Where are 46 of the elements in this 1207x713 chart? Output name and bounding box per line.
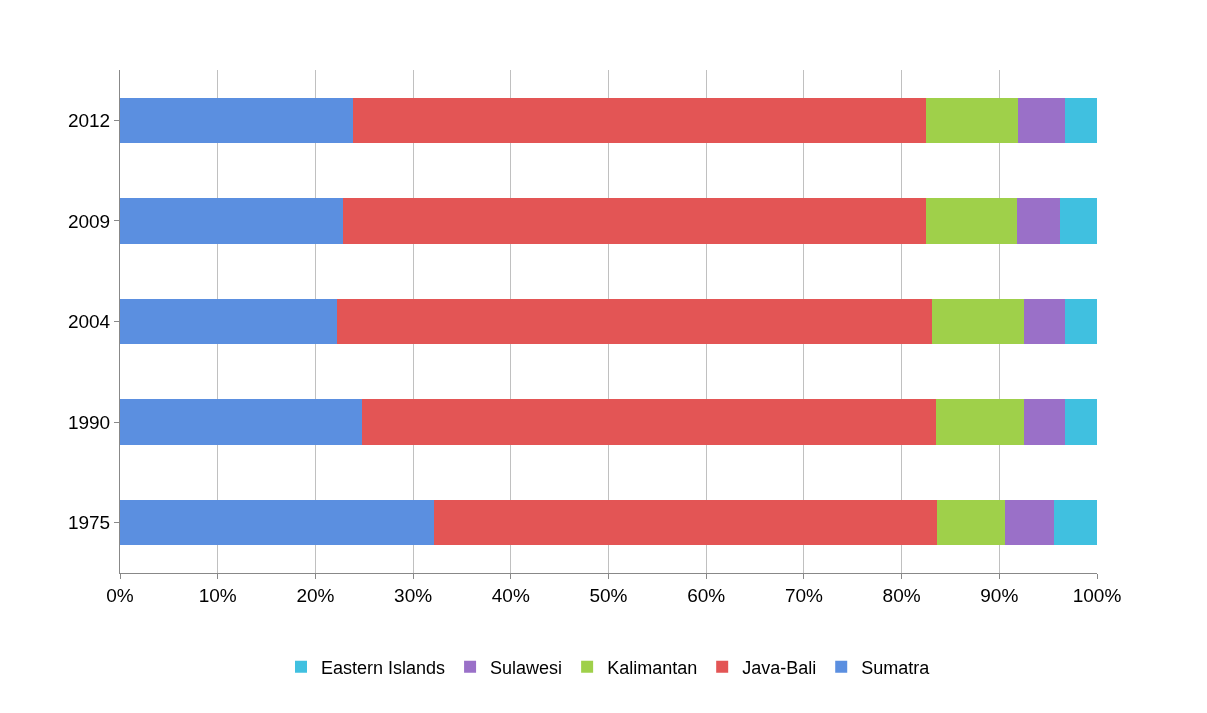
bar	[120, 298, 337, 345]
x-tick-label: 40%	[491, 584, 530, 606]
x-tick-label: 10%	[198, 584, 237, 606]
bar	[336, 298, 932, 345]
bar	[362, 399, 936, 445]
y-tick-label: 2012	[67, 109, 111, 131]
x-tick-label: 20%	[296, 584, 335, 606]
x-tick-label: 100%	[1072, 584, 1122, 606]
bar	[926, 198, 1017, 244]
bar	[433, 500, 937, 546]
legend-label: Sumatra	[861, 657, 931, 678]
bar	[1005, 500, 1055, 546]
bar	[120, 198, 343, 244]
x-tick-label: 30%	[394, 584, 433, 606]
bar	[926, 97, 1018, 143]
x-tick-label: 70%	[784, 584, 824, 606]
bar	[120, 399, 363, 445]
x-tick-label: 80%	[882, 584, 921, 606]
bar	[1017, 97, 1065, 143]
bar	[1016, 198, 1060, 244]
legend-label: Eastern Islands	[321, 657, 446, 678]
y-tick-label: 1975	[67, 512, 111, 534]
y-tick-label: 1990	[67, 411, 111, 433]
bar	[1023, 399, 1065, 445]
bar	[1054, 500, 1097, 546]
legend-label: Java-Bali	[742, 657, 817, 678]
bar	[342, 198, 927, 244]
x-tick-label: 60%	[687, 584, 726, 606]
bar	[1023, 298, 1065, 345]
bar	[1064, 298, 1097, 345]
bar	[120, 500, 434, 546]
x-tick-label: 90%	[980, 584, 1019, 606]
bar	[935, 399, 1024, 445]
bar	[352, 97, 927, 143]
y-tick-label: 2009	[67, 210, 111, 232]
y-tick-label: 2004	[67, 311, 111, 333]
x-tick-label: 50%	[589, 584, 628, 606]
bar	[1059, 198, 1097, 244]
bar	[1064, 97, 1097, 143]
x-tick-label: 0%	[106, 584, 134, 606]
bar	[936, 500, 1006, 546]
bar	[1064, 399, 1097, 445]
legend-label: Kalimantan	[607, 657, 698, 678]
legend-label: Sulawesi	[490, 657, 563, 678]
bar	[120, 97, 353, 143]
bar	[931, 298, 1024, 345]
